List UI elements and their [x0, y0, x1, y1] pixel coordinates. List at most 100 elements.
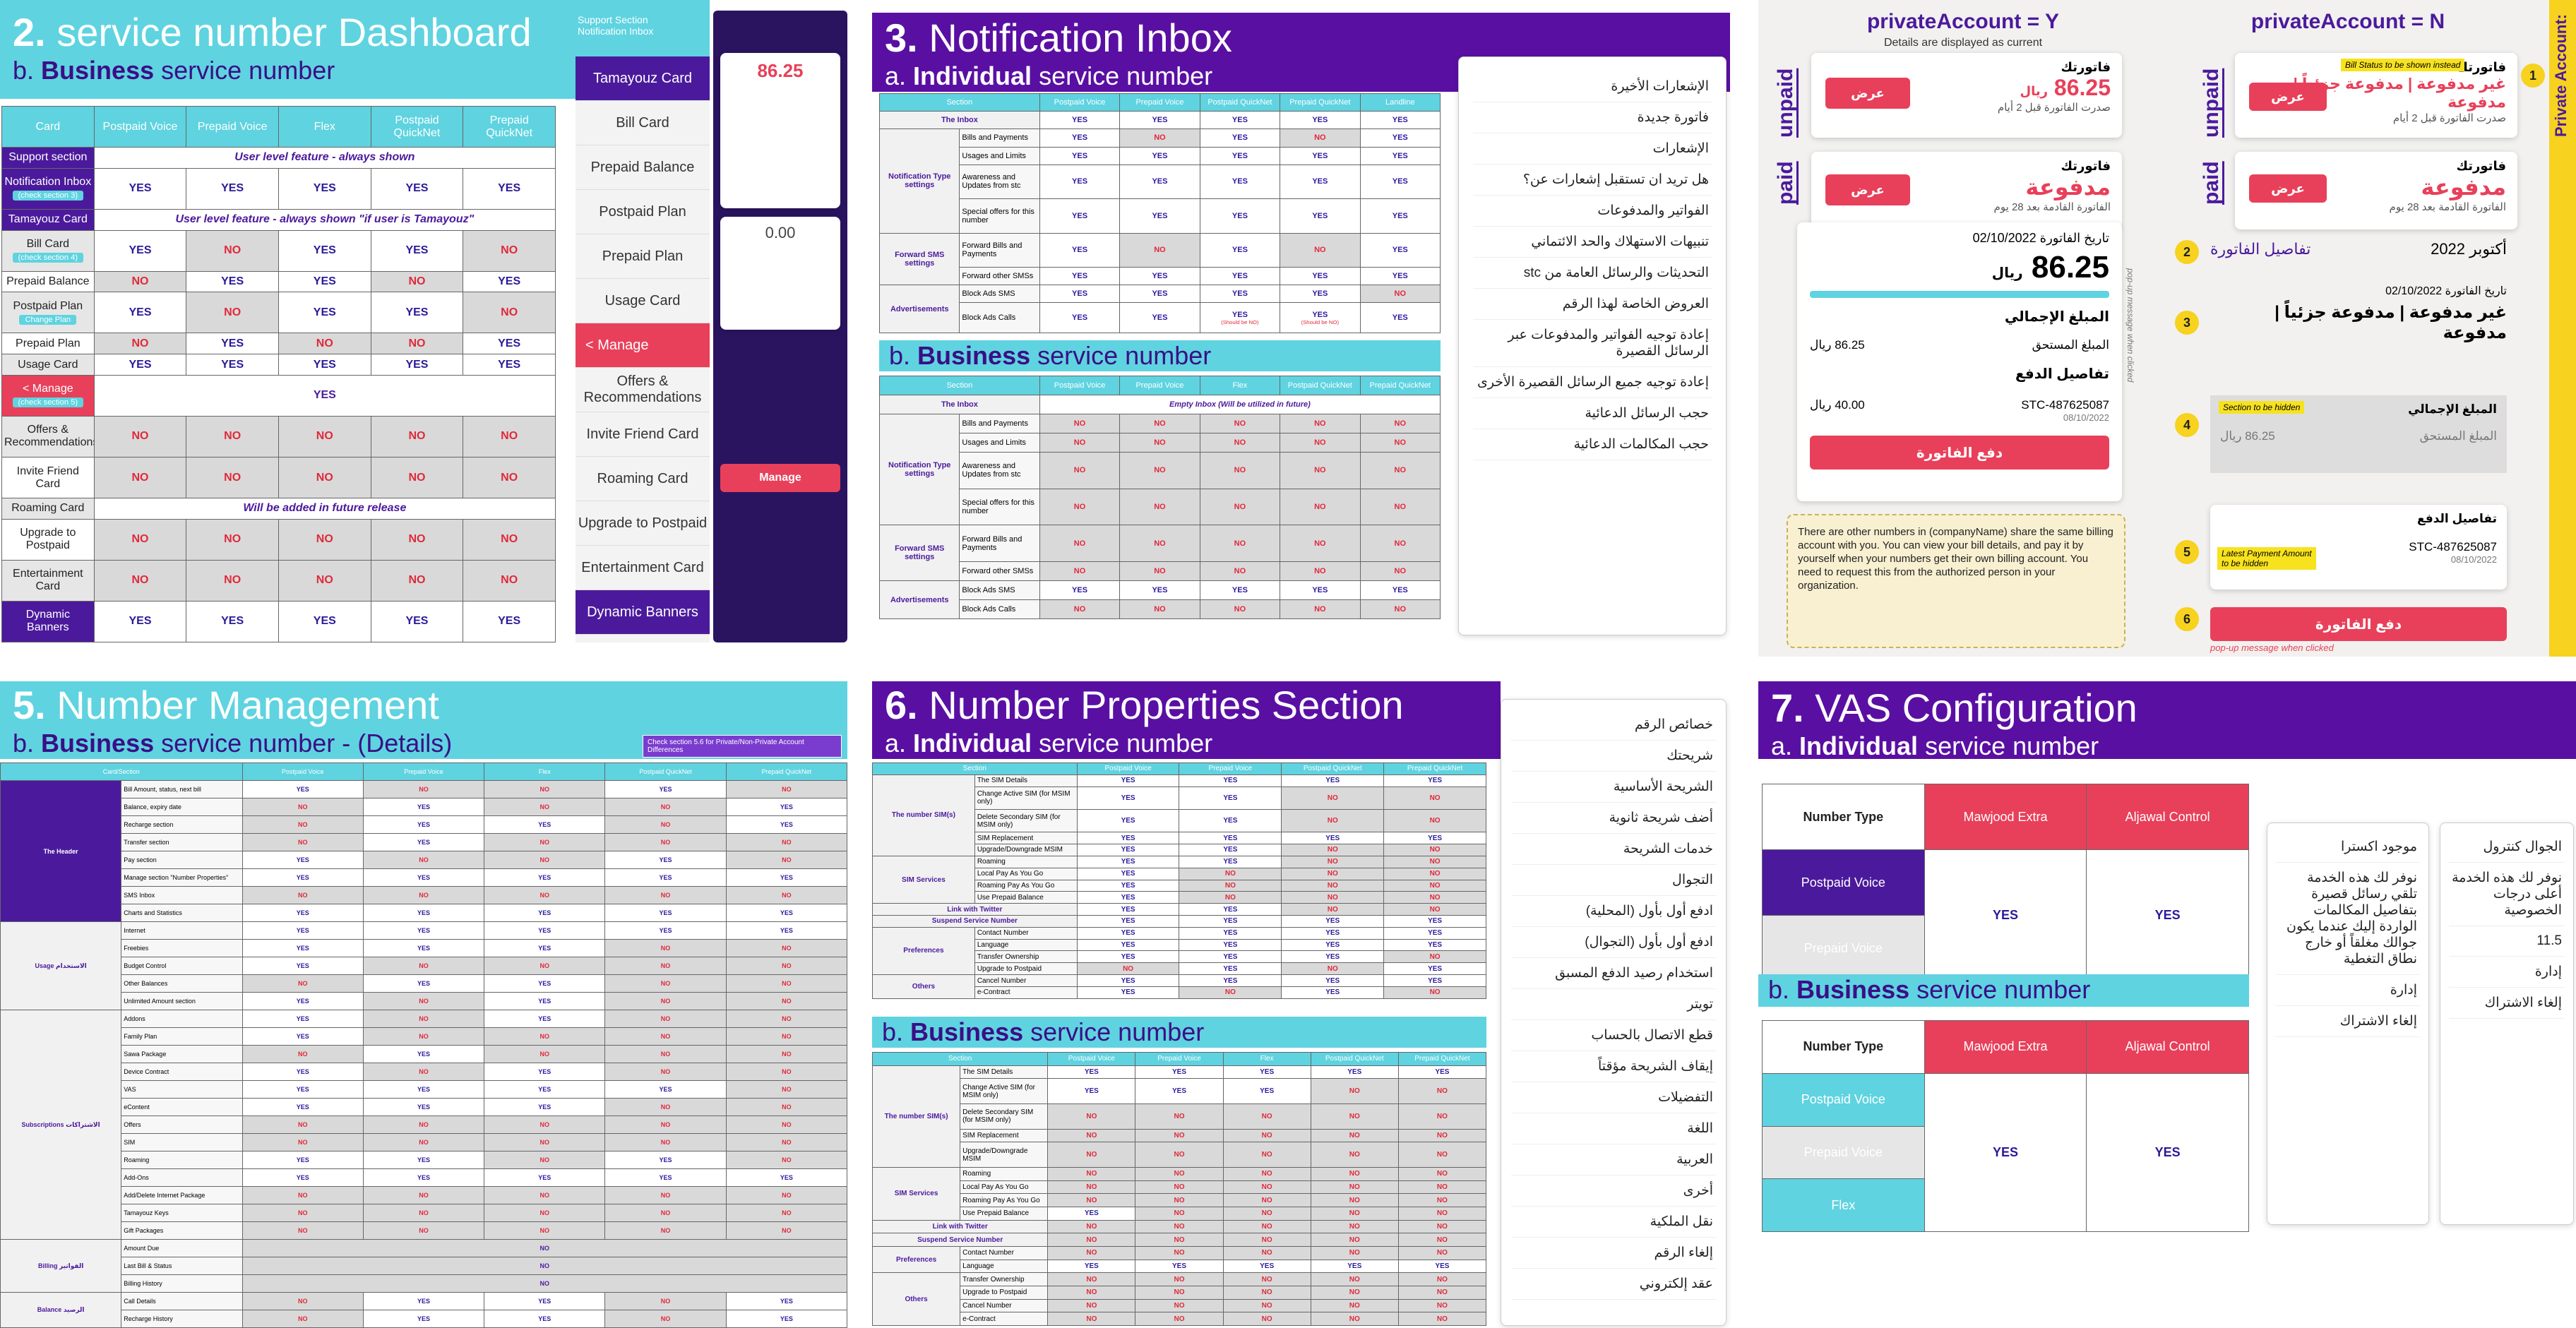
row-label: Forward other SMSs [959, 561, 1040, 582]
column-header: Prepaid QuickNet [1280, 92, 1361, 112]
cell: NO [1222, 1312, 1311, 1326]
sub-strong: Business [917, 341, 1031, 370]
section-label: The number SIM(s) [872, 774, 975, 856]
mini-item: Support Section [578, 14, 648, 25]
table-row: Others Transfer Ownership NO NO NO NO NO [871, 1272, 1487, 1326]
row-label: SMS Inbox [121, 886, 243, 904]
column-header: Postpaid QuickNet [1281, 762, 1385, 775]
cell: NO [484, 1204, 606, 1222]
table-row: Roaming Card Will be added in future rele… [1, 498, 556, 520]
side-label: Private Account: [2552, 14, 2570, 138]
cell: NO [1310, 1193, 1399, 1208]
cell: NO [242, 1133, 364, 1151]
cell: YES [484, 1168, 606, 1187]
table-row: Usage الاستخدام Internet YES YES YES YES YES [0, 921, 848, 1010]
cell: YES [1119, 146, 1200, 165]
month: أكتوبر 2022 [2431, 240, 2507, 258]
table-row: Roaming YES YES NO YES NO [1, 1151, 848, 1169]
row-label: Delete Secondary SIM (for MSIM only) [974, 808, 1078, 833]
panel-subtitle: a. Individual service number [885, 61, 1730, 92]
cell: YES [1076, 855, 1180, 868]
sub-letter: a. [1771, 731, 1793, 760]
row-label: Internet [121, 921, 243, 940]
table-row: Language YES YES YES YES [873, 938, 1486, 952]
cell: NO [362, 957, 485, 975]
cell: YES [362, 1098, 485, 1116]
row-label: Balance, expiry date [121, 798, 243, 816]
list-item: Usage Card [576, 279, 710, 323]
cell: NO [1135, 1128, 1224, 1143]
bill-date-label: تاريخ الفاتورة [2445, 285, 2507, 297]
row-label: Prepaid Voice [1762, 1125, 1925, 1180]
cell: YES [484, 1010, 606, 1028]
cell: NO [1135, 1142, 1224, 1168]
row-label: Upgrade to Postpaid [960, 1285, 1049, 1300]
list-item: التحديثات والرسائل العامة من stc [1473, 258, 1712, 289]
row-label-text: Tamayouz Card [8, 213, 88, 226]
cell: NO [1119, 599, 1200, 619]
cell: NO [604, 1310, 727, 1328]
cell: NO [1222, 1207, 1311, 1221]
latest-note: Latest Payment Amount to be hidden [2217, 547, 2316, 570]
panel-title: 3. Notification Inbox [885, 16, 1730, 61]
cell: YES [278, 600, 371, 643]
business-subtitle: b. Business service number [1758, 974, 2249, 1007]
cell: NO [725, 1027, 848, 1046]
table-row: Block Ads Calls NO NO NO NO NO [880, 599, 1441, 619]
row-label: Usages and Limits [959, 432, 1040, 453]
column-header: Flex [1199, 376, 1281, 395]
payment-details: تفاصيل الدفع [2015, 366, 2109, 382]
table-row: Transfer section NO YES NO NO NO [1, 833, 848, 851]
section-badge: Check section 5.6 for Private/Non-Privat… [643, 735, 842, 758]
cell: NO [362, 1133, 485, 1151]
cell: NO [604, 1098, 727, 1116]
cell: YES [604, 1168, 727, 1187]
row-label-text: Prepaid Plan [16, 337, 80, 349]
row-label: Prepaid Plan [1, 333, 95, 355]
cell: NO [1119, 232, 1200, 268]
cell: NO [186, 229, 279, 272]
bill-details-right: أكتوبر 2022 تفاصيل الفاتورة تاريخ الفاتور… [2210, 240, 2507, 343]
table-row: The number SIM(s) The SIM Details YES YES YE… [871, 1065, 1487, 1168]
cell: NO [463, 415, 556, 458]
list-item: Tamayouz Card [576, 56, 710, 101]
sub-strong: Individual [913, 729, 1032, 758]
cell: NO [1047, 1142, 1136, 1168]
table-row: Freebies YES YES YES NO NO [1, 939, 848, 957]
due-amount: 86.25 ريال [1810, 338, 1865, 352]
row-label: Transfer Ownership [960, 1272, 1049, 1286]
pay-button: دفع الفاتورة [2210, 607, 2507, 641]
cell: NO [463, 292, 556, 334]
cell: NO [1397, 1103, 1487, 1130]
vas-mock: الجوال كنترول نوفر لك هذه الخدمة أعلى درج… [2440, 822, 2574, 1225]
cell: NO [1281, 867, 1385, 880]
cell: YES [604, 851, 727, 869]
list-item: الإشعارات الأخيرة [1473, 71, 1712, 102]
panel-subtitle: b. Business service number - (Details) [13, 728, 847, 759]
cell: NO [1383, 855, 1486, 868]
list-item: 11.5 [2449, 926, 2565, 957]
cell: NO [362, 1027, 485, 1046]
properties-table: Section Postpaid Voice Prepaid Voice Postpa… [872, 762, 1486, 1000]
cell: NO [370, 518, 464, 561]
column-header: Aljawal Control [2086, 784, 2249, 850]
column-header: Prepaid Voice [186, 105, 279, 148]
status: مدفوعة [2421, 174, 2506, 200]
row-label: Family Plan [121, 1027, 243, 1046]
list-item: Bill Card [576, 101, 710, 145]
table-row: Balance, expiry date NO YES NO NO YES [1, 798, 848, 816]
row-label: Roaming Pay As You Go [974, 879, 1078, 892]
table-row: Awareness and Updates from stc NO NO NO NO NO [880, 451, 1441, 489]
cell: NO [725, 833, 848, 851]
cell: NO [1039, 561, 1121, 582]
table-row: Prepaid Voice [1762, 1125, 2249, 1180]
cell: YES [1383, 774, 1486, 787]
cell: YES [1076, 986, 1180, 1000]
cell: YES [1199, 232, 1281, 268]
cell: NO [1281, 855, 1385, 868]
cell: NO [242, 886, 364, 904]
section-label: Balance الرصيد [0, 1292, 122, 1328]
cell: NO [1199, 451, 1281, 489]
cell: YES [1383, 914, 1486, 928]
currency: ريال [2020, 84, 2049, 98]
